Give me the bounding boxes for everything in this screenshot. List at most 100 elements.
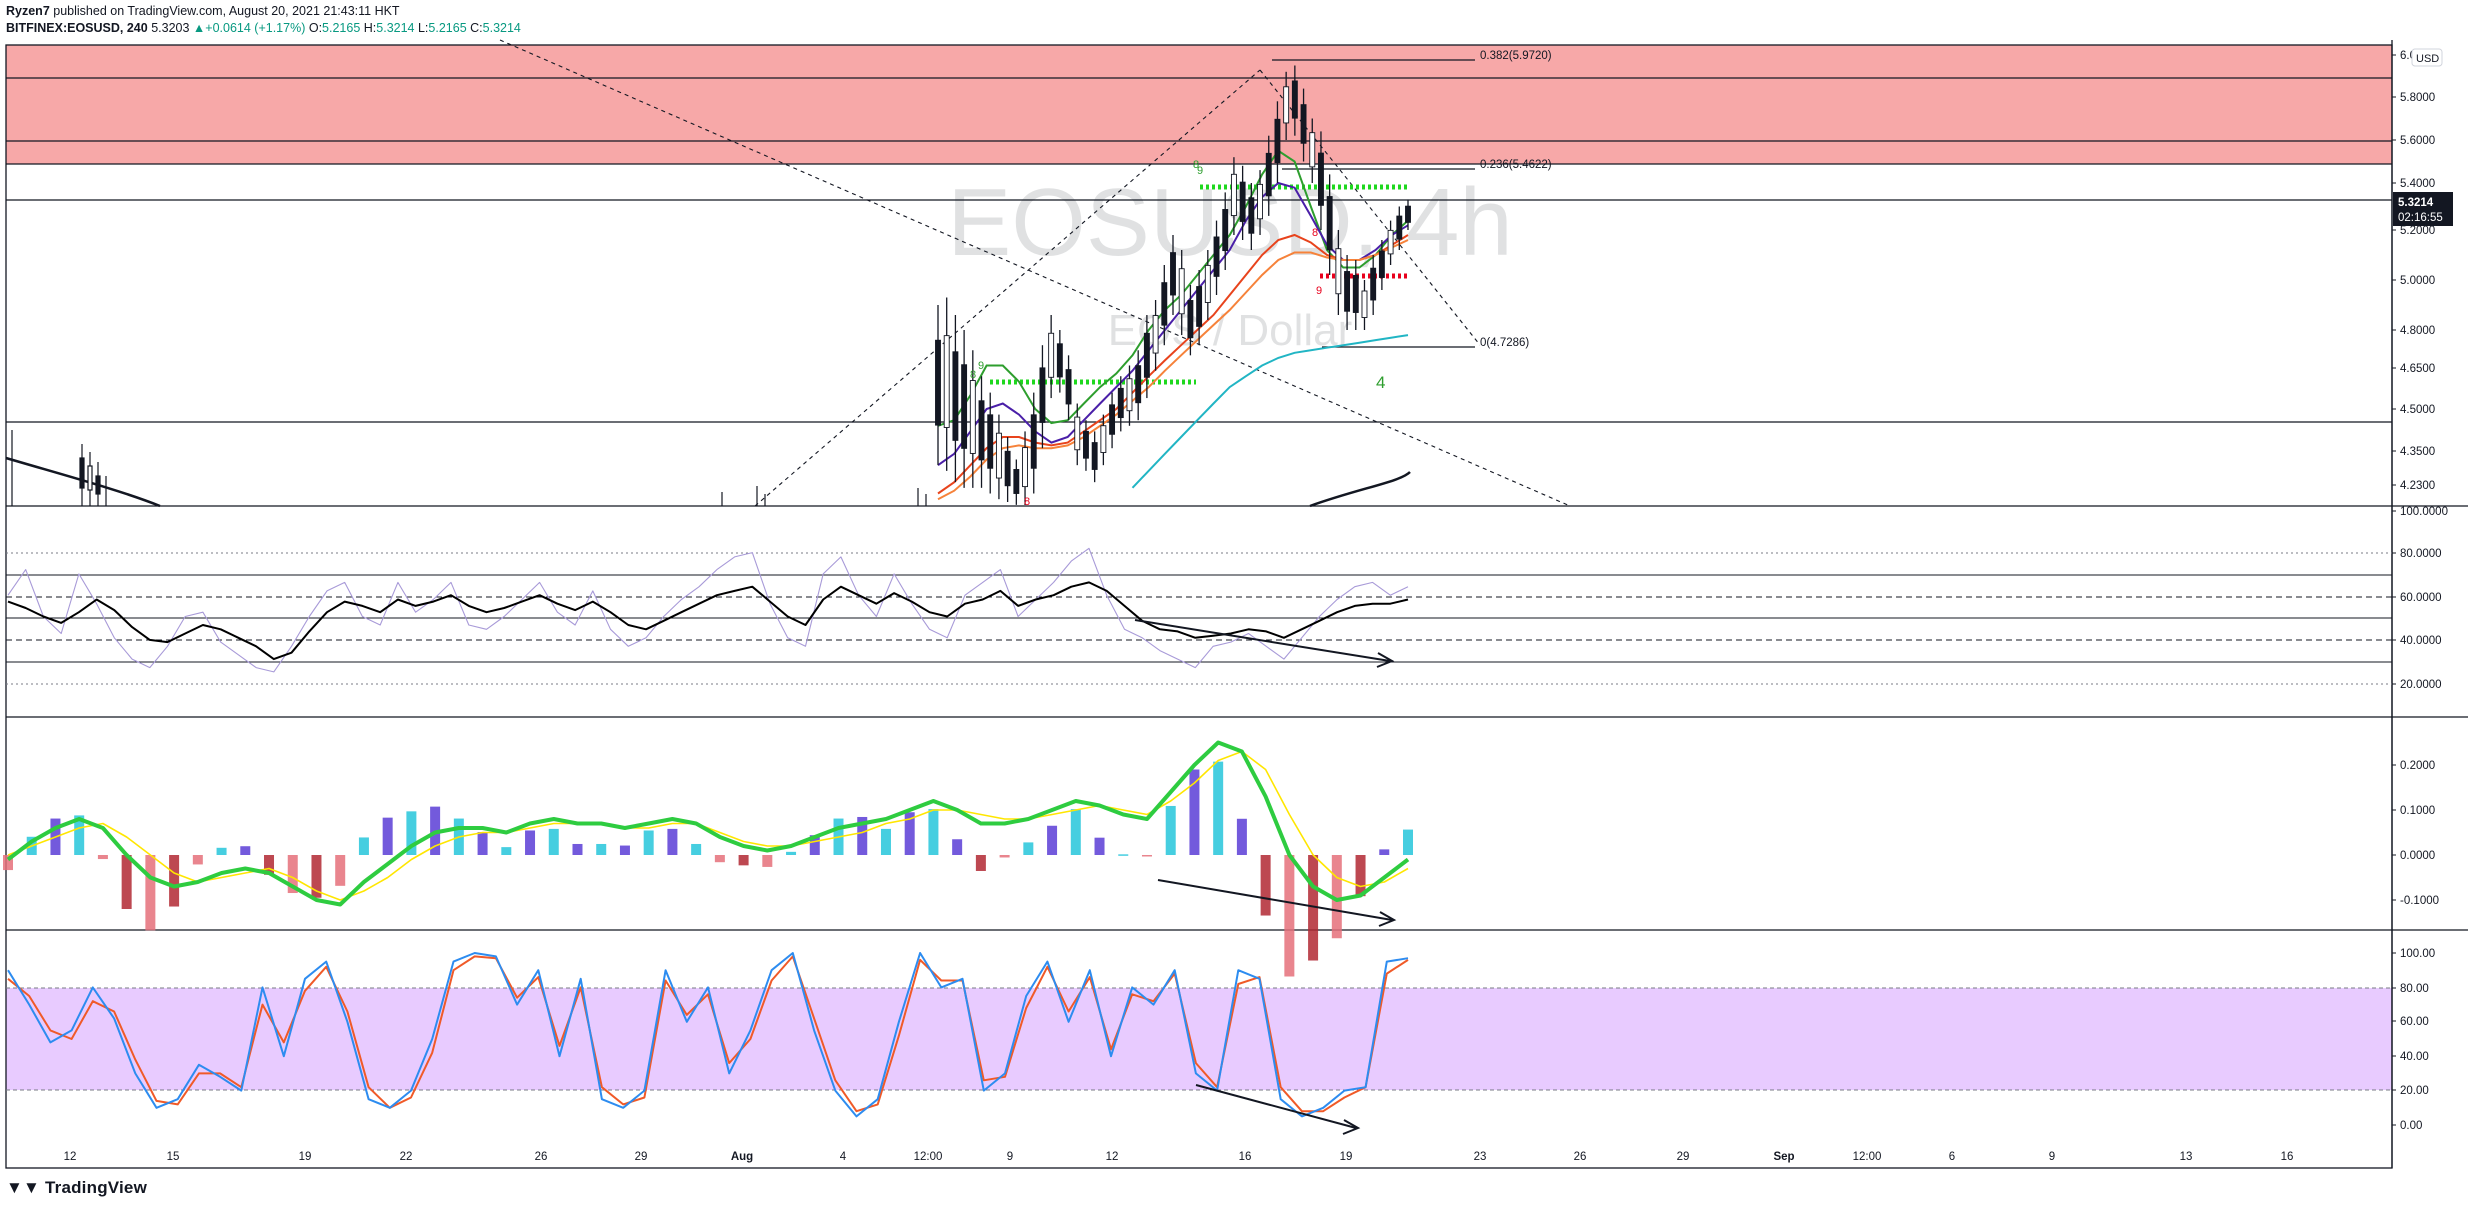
svg-text:8: 8 <box>1024 496 1030 508</box>
x-tick-label: Aug <box>731 1151 753 1163</box>
y-tick-label: 4.2300 <box>2400 480 2435 492</box>
macd-bar <box>738 855 749 866</box>
y-tick-label: 20.0000 <box>2400 679 2442 691</box>
x-tick-label: 16 <box>1239 1151 1252 1163</box>
svg-text:8: 8 <box>1193 159 1199 171</box>
candle-body <box>1013 469 1020 494</box>
macd-bar <box>1141 855 1152 857</box>
indicator-line <box>7 547 1409 673</box>
x-tick-label: 26 <box>1574 1151 1587 1163</box>
macd-bar <box>928 809 939 855</box>
candle-body <box>1274 118 1281 164</box>
candle-body <box>1300 104 1307 144</box>
fib-lines <box>1272 59 1475 348</box>
currency-label: USD <box>2416 53 2439 65</box>
macd-bar <box>3 855 13 871</box>
stoch-band <box>6 988 2392 1090</box>
wave-label: 4 <box>1376 373 1385 392</box>
price-tag-countdown: 02:16:55 <box>2398 212 2443 224</box>
y-tick-label: 80.00 <box>2400 983 2429 995</box>
rsi-lines <box>7 547 1409 673</box>
indicator-line <box>7 581 1409 661</box>
y-tick-label: 0.0000 <box>2400 850 2435 862</box>
y-tick-label: 60.0000 <box>2400 592 2442 604</box>
macd-bar <box>786 851 797 855</box>
tv-logo-icon: ▼▼ <box>6 1178 45 1197</box>
candle-body <box>1178 268 1185 315</box>
rsi-divergence-line <box>1134 619 1391 662</box>
x-tick-label: 16 <box>2281 1151 2294 1163</box>
x-tick-label: 22 <box>400 1151 413 1163</box>
macd-bar <box>287 855 298 894</box>
candle-body <box>952 351 959 441</box>
x-tick-label: 19 <box>1340 1151 1353 1163</box>
y-tick-label: 20.00 <box>2400 1085 2429 1097</box>
ohlc-line: BITFINEX:EOSUSD, 240 5.3203 ▲+0.0614 (+1… <box>6 20 1206 37</box>
macd-bar <box>121 855 132 909</box>
candle-body <box>1187 300 1194 339</box>
macd-bar <box>1213 761 1224 855</box>
macd-bar <box>1118 854 1129 856</box>
candle-body <box>1083 430 1089 459</box>
candle-body <box>1405 205 1411 223</box>
candle-body <box>1283 86 1290 124</box>
y-tick-label: 5.2000 <box>2400 225 2435 237</box>
candle-body <box>1230 173 1237 216</box>
x-tick-label: 29 <box>1677 1151 1690 1163</box>
candle-body <box>1335 248 1342 295</box>
x-tick-label: 12 <box>64 1151 77 1163</box>
currency-badge[interactable]: USD <box>2411 48 2443 67</box>
candle-body <box>1100 425 1107 453</box>
y-tick-label: 4.5000 <box>2400 404 2435 416</box>
candle-body <box>1370 267 1377 301</box>
candle-body <box>1222 209 1229 252</box>
candle-body <box>961 364 968 449</box>
publish-line: Ryzen7 published on TradingView.com, Aug… <box>6 3 1206 20</box>
fib-label-0236: 0.236(5.4622) <box>1480 159 1552 171</box>
horizontal-levels <box>6 77 2392 423</box>
candle-body <box>1039 367 1046 423</box>
macd-bar <box>1331 855 1342 939</box>
candle-body <box>1117 387 1124 419</box>
footer: ▼▼ TradingView <box>6 1178 147 1202</box>
macd-bar <box>975 855 986 871</box>
x-tick-label: 4 <box>840 1151 847 1163</box>
pane-borders <box>5 40 2468 1169</box>
y-tick-label: 5.4000 <box>2400 178 2435 190</box>
candle-body <box>1361 290 1368 318</box>
price-tag: 5.3214 02:16:55 <box>2393 192 2453 226</box>
low-label: L: <box>417 21 429 35</box>
candlesticks <box>935 65 1411 505</box>
macd-bar <box>643 830 654 855</box>
rsi-levels <box>6 552 2392 685</box>
macd-bar <box>691 843 702 855</box>
x-tick-label: 15 <box>167 1151 180 1163</box>
y-tick-label: 100.00 <box>2400 948 2435 960</box>
x-tick-label: 12 <box>1106 1151 1119 1163</box>
candle-body <box>1396 215 1403 240</box>
macd-bar <box>880 828 891 855</box>
candle-body <box>1387 229 1394 255</box>
x-tick-label: 26 <box>535 1151 548 1163</box>
resistance-zone <box>6 45 2392 164</box>
candle-body <box>1056 343 1063 378</box>
candle-body <box>978 400 985 461</box>
x-tick-label: 12:00 <box>1853 1151 1882 1163</box>
ma-line <box>1131 334 1409 489</box>
macd-bar <box>311 855 322 898</box>
x-tick-label: 29 <box>635 1151 648 1163</box>
macd-bar <box>809 835 820 855</box>
candle-body <box>1109 404 1116 435</box>
candle-body <box>1196 286 1203 327</box>
candle-body <box>1326 196 1333 251</box>
tradingview-logo[interactable]: ▼▼ TradingView <box>6 1178 147 1197</box>
macd-bar <box>145 855 156 931</box>
symbol-label[interactable]: BITFINEX:EOSUSD, 240 <box>6 21 148 35</box>
y-tick-label: 60.00 <box>2400 1016 2429 1028</box>
indicator-line <box>7 952 1409 1118</box>
x-tick-label: Sep <box>1773 1151 1794 1163</box>
macd-bar <box>762 855 773 867</box>
y-tick-label: 80.0000 <box>2400 548 2442 560</box>
change-arrow-icon: ▲ <box>192 21 206 35</box>
author-name[interactable]: Ryzen7 <box>6 4 50 18</box>
